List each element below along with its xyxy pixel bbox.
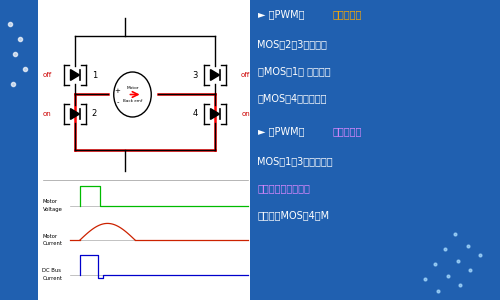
- Text: DC Bus: DC Bus: [42, 268, 62, 273]
- Text: ► 在PWM为: ► 在PWM为: [258, 126, 304, 136]
- Text: off: off: [42, 72, 51, 78]
- Text: on: on: [42, 111, 51, 117]
- Text: -: -: [116, 99, 119, 105]
- Polygon shape: [210, 109, 220, 119]
- Bar: [38, 0, 250, 300]
- Polygon shape: [70, 70, 80, 80]
- Text: 2: 2: [92, 110, 97, 118]
- Text: Back emf: Back emf: [123, 98, 142, 103]
- Polygon shape: [210, 70, 220, 80]
- Text: 高电平时：: 高电平时：: [332, 9, 362, 19]
- Text: 3: 3: [193, 70, 198, 80]
- Text: off: off: [241, 72, 250, 78]
- Text: Motor: Motor: [42, 234, 58, 239]
- Text: Current: Current: [42, 241, 62, 246]
- Text: 过MOS剳1， 从左到右: 过MOS剳1， 从左到右: [258, 66, 330, 76]
- Text: on: on: [241, 111, 250, 117]
- Text: MOS剳1和3都截止，电: MOS剳1和3都截止，电: [258, 156, 333, 166]
- Text: 1: 1: [92, 70, 97, 80]
- Text: Motor: Motor: [42, 200, 58, 204]
- Text: 机，经过MOS剳4和M: 机，经过MOS剳4和M: [258, 210, 330, 220]
- Text: Voltage: Voltage: [42, 207, 62, 212]
- Text: 4: 4: [193, 110, 198, 118]
- Text: 过MOS剳4流入电源负: 过MOS剳4流入电源负: [258, 93, 327, 103]
- Text: ► 在PWM为: ► 在PWM为: [258, 9, 304, 19]
- Text: MOS剳2和3都截止，: MOS剳2和3都截止，: [258, 39, 328, 49]
- Text: Current: Current: [42, 276, 62, 280]
- Text: Motor: Motor: [126, 86, 139, 91]
- Polygon shape: [70, 109, 80, 119]
- Text: +: +: [114, 88, 120, 94]
- Text: 自感电动势，电流返: 自感电动势，电流返: [258, 183, 310, 193]
- Text: 低电平时：: 低电平时：: [332, 126, 362, 136]
